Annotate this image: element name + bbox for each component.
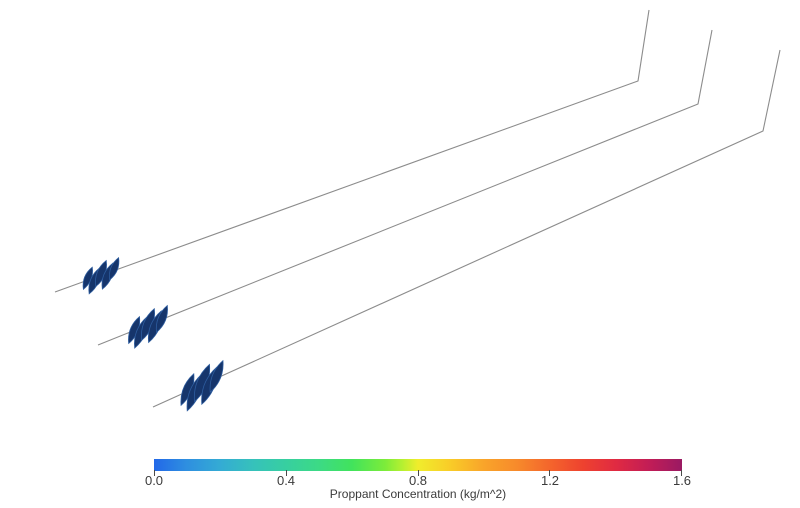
colorbar-gradient bbox=[154, 459, 682, 471]
fracture-plane bbox=[82, 266, 93, 291]
wellbore-1-fracture-cluster bbox=[82, 256, 120, 295]
colorbar-tick bbox=[549, 470, 551, 476]
wellbore-1-path bbox=[54, 9, 650, 293]
wellbore-2-fracture-cluster bbox=[128, 304, 168, 349]
colorbar-tick bbox=[285, 470, 287, 476]
fracture-plane bbox=[209, 359, 224, 393]
colorbar-tick-label: 0.0 bbox=[144, 473, 164, 488]
colorbar-tick bbox=[681, 470, 682, 476]
colorbar-tick-label: 1.6 bbox=[672, 473, 692, 488]
wellbore-3-fracture-cluster bbox=[180, 359, 224, 412]
fracture-plane bbox=[109, 256, 120, 281]
colorbar-tick bbox=[417, 470, 419, 476]
wellbore-3-path bbox=[152, 49, 781, 408]
wellbore-2-path bbox=[97, 29, 713, 346]
colorbar-title: Proppant Concentration (kg/m^2) bbox=[329, 487, 507, 501]
colorbar-tick-label: 1.2 bbox=[540, 473, 560, 488]
fracture-plane bbox=[155, 304, 168, 334]
colorbar-tick-label: 0.4 bbox=[276, 473, 296, 488]
colorbar-tick-label: 0.8 bbox=[408, 473, 428, 488]
colorbar: 0.0 0.4 0.8 1.2 1.6 Proppant Concentration (… bbox=[145, 459, 691, 508]
fracture-plane bbox=[95, 259, 107, 288]
colorbar-tick bbox=[154, 470, 155, 476]
